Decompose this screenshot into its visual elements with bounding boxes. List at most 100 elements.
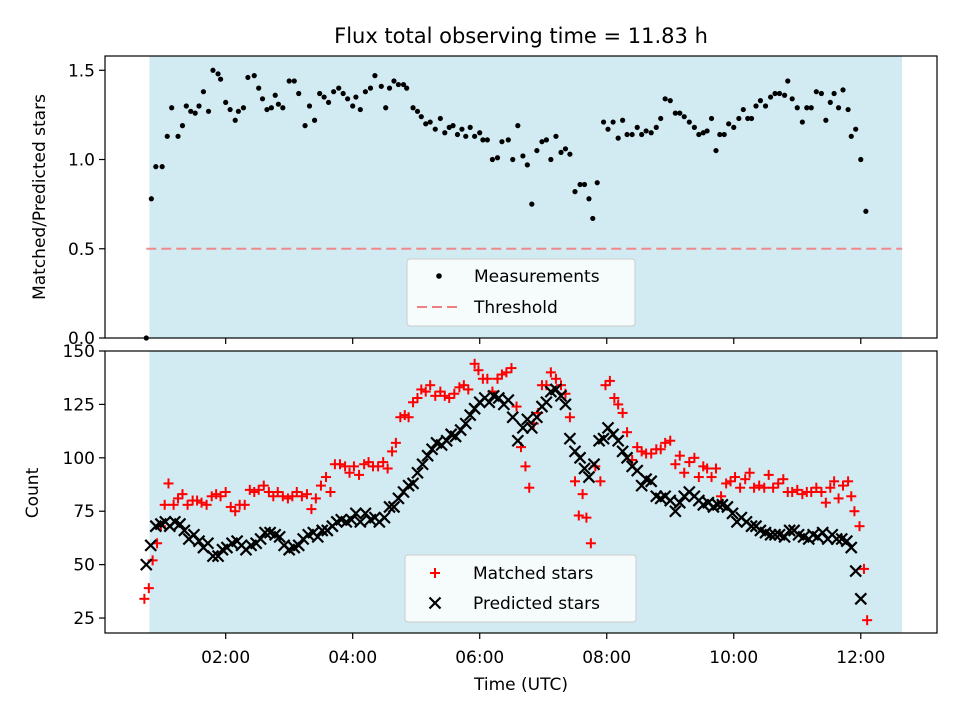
- predicted-star-point-b: [806, 528, 820, 542]
- matched-star-point: [230, 506, 241, 517]
- predicted-star-point: [635, 479, 648, 492]
- predicted-star-point-b: [611, 434, 625, 448]
- matched-star-point: [820, 497, 831, 508]
- matched-star-point: [768, 482, 779, 493]
- predicted-star-point-b: [606, 428, 620, 441]
- measurement-point: [232, 117, 238, 123]
- predicted-star-point-b: [830, 532, 843, 546]
- matched-star-point: [449, 388, 460, 399]
- measurement-point: [192, 110, 198, 116]
- matched-star-point: [469, 358, 480, 369]
- predicted-star-point-b: [168, 515, 182, 529]
- matched-star-point: [325, 487, 336, 497]
- predicted-star-point-b: [711, 498, 725, 512]
- predicted-star-point: [192, 534, 206, 548]
- measurement-point: [543, 137, 550, 143]
- measurement-point: [681, 114, 687, 120]
- ratio-y-tick-label: 0.5: [68, 240, 95, 260]
- time-x-ticks: 02:00 04:00 06:00 08:00 10:00 12:00: [201, 633, 885, 668]
- measurement-point: [463, 133, 469, 139]
- predicted-star-point-b: [849, 564, 862, 578]
- matched-stars-points: [139, 358, 873, 626]
- measurement-point: [772, 90, 778, 97]
- measurement-point: [311, 117, 318, 123]
- predicted-star-point-b: [463, 408, 477, 422]
- predicted-star-point-b: [349, 507, 363, 520]
- matched-star-point: [139, 593, 150, 604]
- time-x-tick-label: 12:00: [836, 648, 885, 668]
- matched-star-point: [359, 459, 370, 470]
- measurement-point: [726, 121, 732, 127]
- count-y-axis-label: Count: [23, 467, 43, 518]
- predicted-star-point-b: [844, 541, 858, 554]
- matched-star-point: [439, 390, 450, 401]
- measurement-point: [653, 124, 659, 130]
- measurement-point: [818, 90, 825, 97]
- predicted-star-point-b: [754, 524, 767, 537]
- predicted-star-point-b: [530, 410, 544, 424]
- measurement-point: [169, 105, 175, 111]
- ratio-x-tick-marks: [225, 338, 862, 344]
- measurement-point: [753, 103, 759, 109]
- matched-star-point: [378, 457, 389, 468]
- predicted-stars-legend-marker: [428, 596, 442, 610]
- measurement-point: [317, 90, 323, 97]
- ratio-legend: Measurements Threshold: [406, 258, 636, 327]
- predicted-star-point-b: [669, 504, 682, 518]
- measurement-point: [437, 115, 443, 122]
- matched-star-point: [754, 480, 765, 491]
- predicted-star-point: [311, 530, 325, 544]
- predicted-star-point-b: [554, 389, 568, 403]
- predicted-star-point-b: [635, 479, 648, 492]
- matched-star-point: [430, 390, 441, 401]
- measurement-point: [648, 130, 654, 136]
- predicted-star-point: [511, 434, 525, 448]
- measurement-point: [696, 131, 702, 138]
- matched-star-point: [520, 461, 531, 472]
- measurement-point: [567, 151, 573, 157]
- predicted-star-point-b: [459, 417, 473, 430]
- measurement-point: [768, 94, 774, 100]
- predicted-star-point: [459, 417, 473, 430]
- matched-star-point: [670, 459, 681, 470]
- predicted-legend-cross-b: [428, 596, 442, 610]
- matched-star-point: [702, 463, 713, 474]
- predicted-star-point-b: [630, 464, 644, 477]
- matched-star-point: [482, 373, 493, 384]
- predicted-star-point-b: [783, 524, 796, 537]
- matched-star-point: [390, 437, 401, 448]
- matched-star-point: [249, 487, 260, 497]
- predicted-star-point-b: [721, 500, 734, 514]
- predicted-star-point: [254, 532, 267, 546]
- measurement-point: [179, 123, 186, 129]
- predicted-star-point-b: [406, 477, 420, 490]
- time-x-tick-label: 06:00: [455, 648, 504, 668]
- predicted-star-point: [644, 475, 658, 488]
- predicted-star-point-b: [568, 445, 582, 458]
- matched-star-point: [215, 491, 226, 502]
- predicted-star-point-b: [421, 449, 434, 462]
- predicted-star-point-b: [359, 507, 372, 520]
- predicted-star-point: [440, 434, 453, 448]
- measurement-point: [400, 81, 407, 88]
- predicted-star-point-b: [387, 500, 401, 514]
- measurement-point: [794, 105, 800, 111]
- predicted-star-point: [144, 539, 158, 552]
- measurement-point: [264, 106, 270, 113]
- measurement-point: [459, 126, 465, 132]
- matched-star-point: [177, 489, 188, 500]
- predicted-star-point: [620, 451, 634, 465]
- matched-star-point: [291, 487, 302, 497]
- measurement-point: [610, 119, 616, 125]
- time-x-tick-label: 08:00: [582, 648, 631, 668]
- measurement-point: [731, 124, 737, 130]
- matched-star-point: [787, 487, 798, 497]
- measurement-point: [745, 115, 751, 122]
- time-x-tick-label: 10:00: [709, 648, 758, 668]
- matched-star-point: [577, 489, 588, 500]
- predicted-star-point: [521, 413, 534, 426]
- matched-star-point: [506, 363, 517, 374]
- predicted-star-point-b: [173, 517, 187, 531]
- measurement-point: [845, 106, 851, 113]
- measurement-point: [721, 131, 727, 138]
